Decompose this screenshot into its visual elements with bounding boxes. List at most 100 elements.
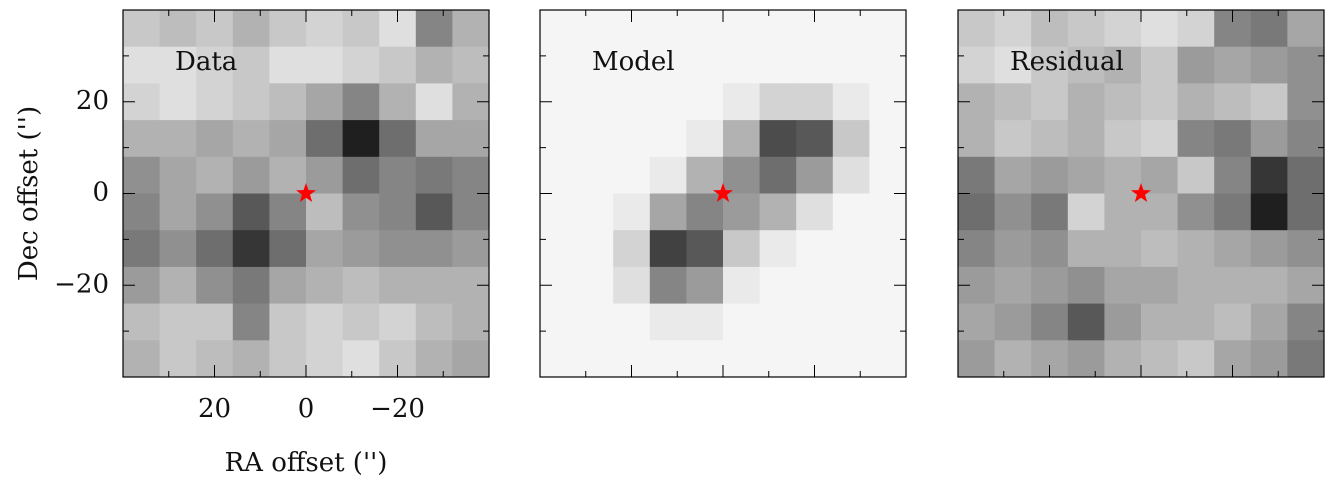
pixel bbox=[1214, 156, 1252, 194]
pixel bbox=[958, 10, 996, 48]
pixel bbox=[159, 193, 197, 231]
pixel bbox=[342, 46, 380, 84]
pixel bbox=[415, 193, 453, 231]
pixel bbox=[232, 156, 270, 194]
pixel bbox=[613, 303, 651, 341]
pixel bbox=[759, 10, 797, 48]
pixel bbox=[159, 156, 197, 194]
pixel bbox=[1031, 156, 1069, 194]
pixel bbox=[1141, 10, 1179, 48]
y-tick-label: 20 bbox=[76, 86, 109, 116]
pixel bbox=[342, 10, 380, 48]
pixel bbox=[759, 340, 797, 378]
pixel bbox=[342, 193, 380, 231]
pixel bbox=[415, 46, 453, 84]
pixel bbox=[1287, 10, 1325, 48]
pixel bbox=[452, 193, 490, 231]
pixel bbox=[686, 340, 724, 378]
pixel bbox=[159, 340, 197, 378]
pixel bbox=[1214, 266, 1252, 305]
pixel bbox=[1287, 230, 1325, 268]
pixel bbox=[832, 230, 870, 268]
pixel bbox=[1067, 83, 1105, 121]
pixel bbox=[869, 303, 907, 341]
pixel bbox=[832, 10, 870, 48]
pixel bbox=[196, 266, 234, 305]
pixel bbox=[994, 340, 1032, 378]
pixel bbox=[1141, 266, 1179, 305]
pixel bbox=[723, 303, 761, 341]
pixel bbox=[869, 120, 907, 158]
pixel bbox=[649, 83, 687, 121]
pixel bbox=[1250, 303, 1288, 341]
pixel bbox=[1250, 230, 1288, 268]
pixel bbox=[796, 156, 834, 194]
pixel bbox=[342, 266, 380, 305]
pixel bbox=[576, 10, 614, 48]
pixel bbox=[1141, 156, 1179, 194]
pixel bbox=[796, 120, 834, 158]
pixel bbox=[1214, 46, 1252, 84]
pixel bbox=[649, 303, 687, 341]
pixel bbox=[415, 340, 453, 378]
pixel bbox=[196, 230, 234, 268]
pixel bbox=[1141, 120, 1179, 158]
pixel bbox=[1104, 10, 1142, 48]
pixel bbox=[723, 266, 761, 305]
pixel bbox=[306, 230, 344, 268]
pixel bbox=[379, 303, 417, 341]
pixel bbox=[759, 83, 797, 121]
pixel bbox=[1067, 266, 1105, 305]
pixel bbox=[1104, 46, 1142, 84]
pixel bbox=[1177, 340, 1215, 378]
pixel bbox=[994, 83, 1032, 121]
pixel bbox=[649, 46, 687, 84]
pixel bbox=[958, 230, 996, 268]
pixel bbox=[1031, 193, 1069, 231]
star-marker bbox=[296, 183, 316, 202]
pixel bbox=[686, 156, 724, 194]
pixel bbox=[342, 340, 380, 378]
pixel bbox=[686, 46, 724, 84]
pixel bbox=[1177, 46, 1215, 84]
x-tick-label: 0 bbox=[298, 394, 315, 424]
pixel bbox=[196, 83, 234, 121]
pixel bbox=[232, 83, 270, 121]
pixel bbox=[759, 193, 797, 231]
pixel bbox=[306, 83, 344, 121]
pixel bbox=[1067, 230, 1105, 268]
pixel bbox=[232, 10, 270, 48]
pixel bbox=[1031, 83, 1069, 121]
pixel bbox=[306, 266, 344, 305]
pixel bbox=[1177, 193, 1215, 231]
pixel bbox=[1214, 83, 1252, 121]
pixel bbox=[1067, 46, 1105, 84]
pixel bbox=[159, 46, 197, 84]
pixel bbox=[1250, 83, 1288, 121]
pixel bbox=[1214, 193, 1252, 231]
pixel bbox=[123, 120, 161, 158]
pixel bbox=[723, 10, 761, 48]
pixel bbox=[958, 193, 996, 231]
pixel bbox=[415, 230, 453, 268]
pixel bbox=[269, 156, 307, 194]
pixel bbox=[232, 340, 270, 378]
pixel bbox=[723, 120, 761, 158]
pixel bbox=[1067, 340, 1105, 378]
pixel bbox=[159, 83, 197, 121]
pixel bbox=[1067, 193, 1105, 231]
pixel bbox=[576, 156, 614, 194]
pixel bbox=[1067, 10, 1105, 48]
pixel bbox=[613, 193, 651, 231]
pixel bbox=[723, 156, 761, 194]
pixel bbox=[869, 193, 907, 231]
pixel bbox=[649, 10, 687, 48]
pixel bbox=[613, 83, 651, 121]
pixel bbox=[958, 340, 996, 378]
pixel bbox=[649, 193, 687, 231]
x-axis-label: RA offset ('') bbox=[225, 448, 388, 478]
pixel bbox=[452, 46, 490, 84]
pixel bbox=[686, 266, 724, 305]
pixel bbox=[540, 46, 578, 84]
